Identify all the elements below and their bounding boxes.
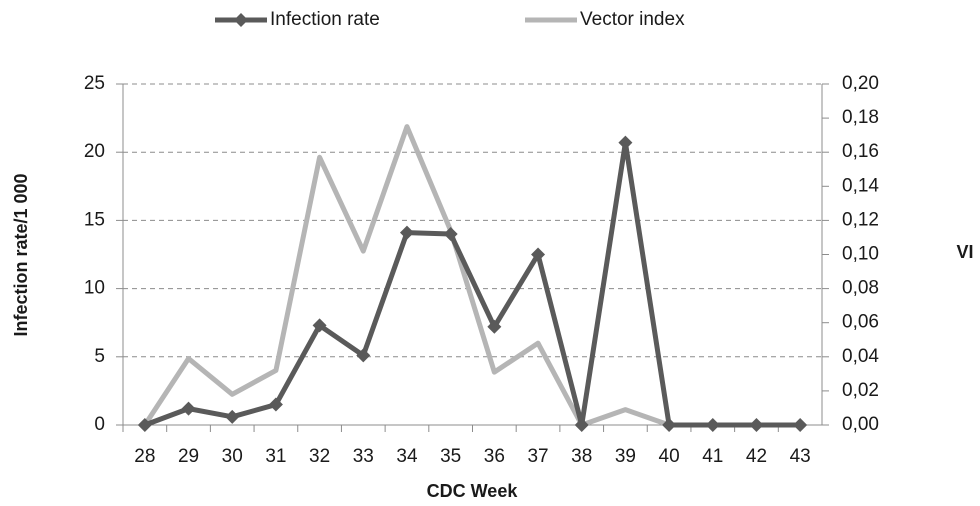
y2-tick-label: 0,18	[842, 107, 879, 128]
x-tick-label: 42	[746, 446, 767, 467]
marker	[356, 348, 371, 363]
y2-tick-label: 0,14	[842, 175, 879, 196]
legend-label: Infection rate	[270, 9, 380, 30]
y2-tick-label: 0,20	[842, 73, 879, 94]
y2-axis-label: VI	[956, 242, 973, 262]
marker	[268, 397, 283, 412]
y2-tick-label: 0,02	[842, 380, 879, 401]
y-tick-label: 0	[94, 414, 105, 435]
marker	[399, 225, 414, 240]
marker	[618, 135, 633, 150]
x-axis-label: CDC Week	[427, 481, 519, 501]
x-tick-label: 37	[527, 446, 548, 467]
y-tick-label: 25	[84, 73, 105, 94]
x-tick-label: 43	[790, 446, 811, 467]
y2-tick-label: 0,12	[842, 209, 879, 230]
x-tick-label: 35	[440, 446, 461, 467]
x-tick-label: 36	[484, 446, 505, 467]
y2-tick-label: 0,10	[842, 244, 879, 265]
x-tick-label: 39	[615, 446, 636, 467]
marker	[487, 319, 502, 334]
y2-tick-label: 0,16	[842, 141, 879, 162]
marker	[705, 418, 720, 432]
marker	[181, 401, 196, 416]
y2-tick-label: 0,08	[842, 278, 879, 299]
marker	[312, 318, 327, 333]
x-tick-label: 34	[396, 446, 418, 467]
x-tick-label: 31	[265, 446, 286, 467]
y2-tick-label: 0,00	[842, 414, 879, 435]
x-tick-label: 41	[702, 446, 723, 467]
marker	[443, 227, 458, 242]
y-tick-label: 15	[84, 209, 105, 230]
y-tick-label: 5	[94, 346, 105, 367]
legend-marker	[234, 13, 248, 27]
y-tick-label: 10	[84, 278, 105, 299]
y-axis-label: Infection rate/1 000	[11, 173, 31, 336]
y-tick-label: 20	[84, 141, 105, 162]
marker	[574, 418, 589, 432]
x-tick-label: 33	[353, 446, 374, 467]
x-tick-label: 38	[571, 446, 592, 467]
marker	[793, 418, 808, 432]
series-line	[143, 140, 801, 428]
x-tick-label: 32	[309, 446, 330, 467]
y2-tick-label: 0,06	[842, 312, 879, 333]
y2-tick-label: 0,04	[842, 346, 879, 367]
marker	[662, 418, 677, 432]
x-tick-label: 28	[134, 446, 155, 467]
x-tick-label: 40	[659, 446, 680, 467]
marker	[137, 418, 152, 432]
legend-label: Vector index	[580, 9, 685, 30]
marker	[225, 409, 240, 424]
x-tick-label: 29	[178, 446, 199, 467]
marker	[749, 418, 764, 432]
x-tick-label: 30	[222, 446, 243, 467]
marker	[531, 247, 546, 262]
